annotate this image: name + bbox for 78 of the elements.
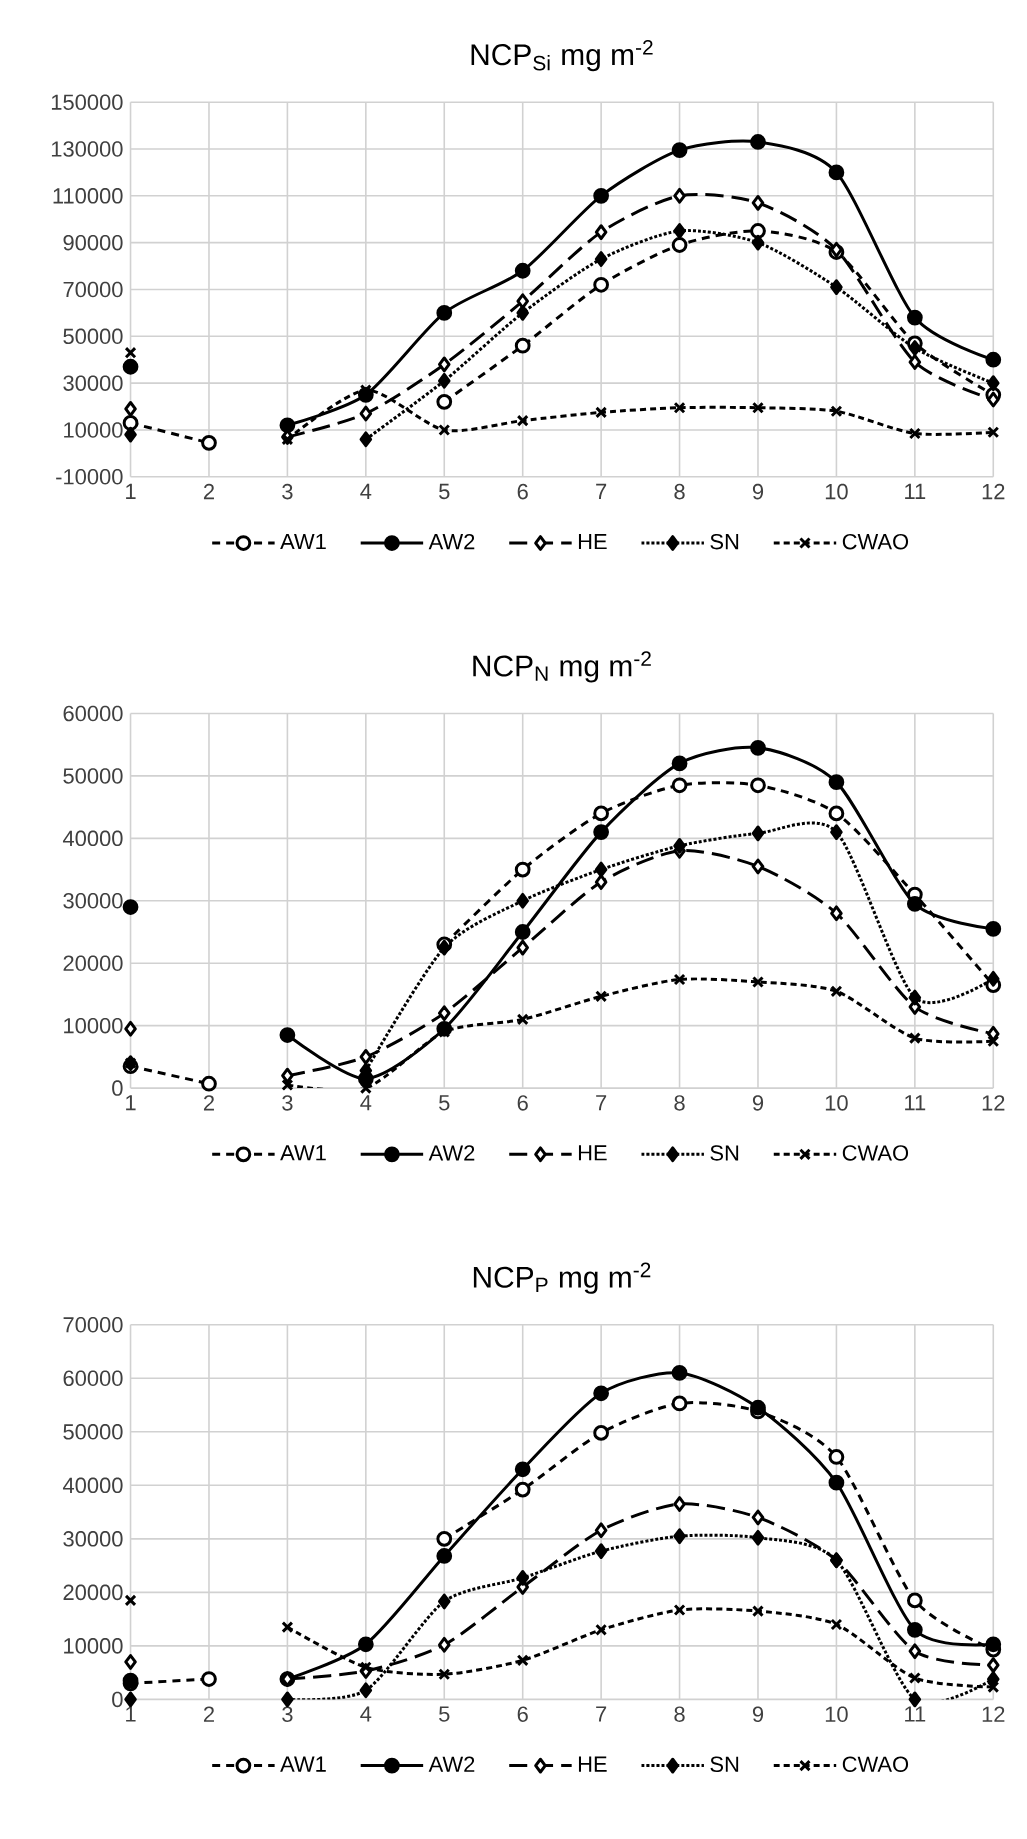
y-tick-label: 40000: [62, 1477, 123, 1494]
x-tick-label: 4: [360, 1095, 372, 1111]
x-tick-label: 4: [360, 1706, 372, 1722]
legend-label: HE: [578, 534, 607, 550]
y-tick-label: 30000: [63, 1531, 123, 1547]
x-tick-label: 12: [982, 1095, 1005, 1111]
chart-title: NCP$_{N}$ mg m$^{-2}$: [473, 651, 651, 683]
x-tick-label: 7: [596, 1095, 606, 1111]
x-tick-label: 3: [281, 1095, 293, 1111]
legend-label: SN: [710, 1145, 738, 1161]
y-tick-label: 10000: [63, 1638, 123, 1654]
x-tick-label: 7: [596, 1706, 606, 1722]
x-tick-label: 1: [125, 1095, 136, 1111]
x-tick-label: 2: [203, 1095, 214, 1111]
y-tick-label: 30000: [63, 893, 123, 909]
y-tick-label: 10000: [63, 422, 123, 438]
x-tick-label: 12: [982, 1706, 1005, 1722]
legend-label: AW1: [279, 1145, 326, 1161]
y-tick-label: 60000: [63, 1370, 123, 1387]
y-tick-label: 130000: [51, 141, 123, 157]
x-tick-label: 6: [517, 1706, 528, 1722]
x-tick-label: 5: [438, 1706, 450, 1722]
y-tick-label: 50000: [63, 1424, 123, 1440]
legend-label: HE: [578, 1145, 607, 1161]
y-tick-label: 0: [111, 1691, 123, 1708]
x-tick-label: 4: [360, 483, 372, 499]
x-tick-label: 10: [825, 1706, 848, 1722]
x-tick-label: 1: [125, 1706, 136, 1722]
y-tick-label: 90000: [63, 234, 123, 251]
y-tick-label: 70000: [63, 281, 123, 298]
x-tick-label: 1: [125, 483, 136, 499]
legend-label: CWAO: [842, 1145, 908, 1161]
y-tick-label: 20000: [63, 1584, 123, 1601]
x-tick-label: 2: [203, 483, 214, 500]
chart-title: NCP$_{Si}$ mg m$^{-2}$: [471, 39, 653, 72]
legend-label: SN: [710, 533, 738, 550]
y-tick-label: 10000: [63, 1017, 123, 1034]
x-tick-label: 10: [825, 483, 848, 500]
x-tick-label: 6: [517, 1095, 528, 1111]
x-tick-label: 11: [904, 1706, 926, 1722]
y-tick-label: 50000: [63, 328, 123, 345]
x-tick-label: 3: [281, 483, 293, 500]
x-tick-label: 3: [281, 1706, 293, 1722]
y-tick-label: 70000: [63, 1317, 123, 1333]
legend-label: AW1: [279, 534, 326, 550]
y-tick-label: -10000: [55, 469, 123, 485]
y-tick-label: 20000: [63, 955, 123, 971]
x-tick-label: 7: [596, 483, 606, 499]
legend-label: SN: [710, 1756, 738, 1772]
x-tick-label: 12: [982, 483, 1005, 500]
y-tick-label: 50000: [63, 768, 123, 784]
chart-title: NCP$_{P}$ mg m$^{-2}$: [473, 1262, 651, 1294]
x-tick-label: 9: [752, 1095, 763, 1111]
x-tick-label: 6: [517, 483, 528, 500]
legend-label: CWAO: [842, 1756, 908, 1772]
y-tick-label: 0: [111, 1080, 123, 1096]
legend-label: AW2: [428, 533, 475, 550]
x-tick-label: 2: [203, 1706, 214, 1722]
x-tick-label: 10: [825, 1095, 848, 1111]
x-tick-label: 9: [752, 1706, 763, 1722]
x-tick-label: 8: [674, 483, 685, 500]
y-tick-label: 150000: [51, 94, 123, 110]
legend-label: AW1: [279, 1756, 326, 1772]
x-tick-label: 11: [904, 483, 926, 499]
x-tick-label: 11: [904, 1095, 926, 1111]
x-tick-label: 9: [752, 483, 763, 500]
y-tick-label: 30000: [63, 375, 123, 391]
y-tick-label: 110000: [53, 188, 123, 204]
x-tick-label: 8: [674, 1706, 685, 1722]
y-tick-label: 40000: [62, 830, 123, 847]
x-tick-label: 8: [674, 1095, 685, 1111]
x-tick-label: 5: [438, 1095, 450, 1111]
legend-label: HE: [578, 1756, 607, 1772]
legend-label: CWAO: [842, 533, 908, 550]
legend-label: AW2: [428, 1145, 475, 1161]
y-tick-label: 60000: [63, 705, 123, 722]
legend-label: AW2: [428, 1756, 475, 1772]
x-tick-label: 5: [438, 483, 450, 500]
